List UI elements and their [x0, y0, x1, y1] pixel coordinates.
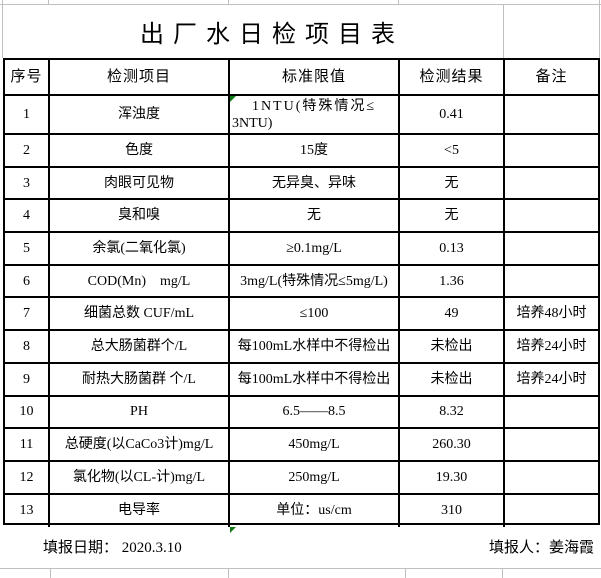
- reporter-name[interactable]: 填报人：姜海霞: [488, 540, 594, 556]
- cell-test-item[interactable]: 浑浊度: [50, 96, 230, 135]
- header-remark[interactable]: 备注: [505, 60, 598, 96]
- gridline-vertical: [48, 0, 49, 4]
- cell-test-item[interactable]: 总大肠菌群个/L: [50, 331, 230, 364]
- cell-test-item[interactable]: 臭和嗅: [50, 200, 230, 234]
- cell-test-result[interactable]: 1.36: [400, 265, 505, 299]
- gridline-vertical: [502, 568, 503, 578]
- cell-standard-limit[interactable]: 15度: [230, 135, 400, 168]
- cell-test-result[interactable]: 8.32: [400, 396, 505, 430]
- sheet-title: 出厂水日检项目表: [140, 21, 404, 48]
- cell-remark[interactable]: [505, 135, 598, 168]
- cell-serial-number[interactable]: 8: [5, 331, 50, 364]
- cell-remark[interactable]: [505, 233, 598, 266]
- cell-remark[interactable]: [505, 495, 598, 528]
- error-indicator-triangle: [230, 527, 236, 533]
- gridline-vertical: [228, 0, 229, 4]
- gridline-vertical: [228, 568, 229, 578]
- cell-test-result[interactable]: 49: [400, 298, 505, 332]
- cell-test-item[interactable]: 肉眼可见物: [50, 167, 230, 201]
- report-date[interactable]: 填报日期： 2020.3.10: [43, 540, 182, 556]
- cell-serial-number[interactable]: 12: [5, 461, 50, 495]
- cell-serial-number[interactable]: 5: [5, 233, 50, 266]
- cell-serial-number[interactable]: 7: [5, 298, 50, 332]
- cell-standard-limit[interactable]: 450mg/L: [230, 429, 400, 462]
- cell-test-result[interactable]: 无: [400, 200, 505, 234]
- cell-standard-limit[interactable]: 1NTU(特殊情况≤ 3NTU): [230, 96, 400, 135]
- cell-standard-limit[interactable]: 250mg/L: [230, 461, 400, 495]
- cell-test-item[interactable]: PH: [50, 396, 230, 430]
- cell-remark[interactable]: [505, 96, 598, 135]
- header-limit[interactable]: 标准限值: [230, 60, 400, 96]
- gridline-horizontal-top: [0, 4, 601, 5]
- cell-test-item[interactable]: COD(Mn) mg/L: [50, 265, 230, 299]
- gridline-vertical: [599, 0, 600, 58]
- footer-row: 填报日期： 2020.3.10 填报人：姜海霞: [3, 525, 600, 568]
- cell-serial-number[interactable]: 4: [5, 200, 50, 234]
- cell-remark[interactable]: 培养48小时: [505, 298, 598, 332]
- cell-standard-limit[interactable]: 每100mL水样中不得检出: [230, 363, 400, 397]
- cell-remark[interactable]: [505, 266, 598, 299]
- cell-serial-number[interactable]: 3: [5, 167, 50, 201]
- cell-test-item[interactable]: 氯化物(以CL-计)mg/L: [50, 461, 230, 495]
- gridline-vertical: [398, 0, 399, 4]
- header-result[interactable]: 检测结果: [400, 60, 505, 96]
- header-no[interactable]: 序号: [5, 60, 50, 96]
- cell-test-result[interactable]: 未检出: [400, 363, 505, 397]
- gridline-vertical: [2, 0, 3, 58]
- cell-test-item[interactable]: 细菌总数 CUF/mL: [50, 298, 230, 332]
- cell-test-result[interactable]: 19.30: [400, 461, 505, 495]
- cell-serial-number[interactable]: 10: [5, 396, 50, 430]
- cell-remark[interactable]: 培养24小时: [505, 331, 598, 364]
- cell-standard-limit[interactable]: ≥0.1mg/L: [230, 233, 400, 266]
- cell-test-item[interactable]: 总硬度(以CaCo3计)mg/L: [50, 429, 230, 462]
- cell-serial-number[interactable]: 11: [5, 429, 50, 462]
- cell-test-result[interactable]: 310: [400, 494, 505, 528]
- cell-standard-limit[interactable]: 无: [230, 200, 400, 234]
- inspection-table: 序号 检测项目 标准限值 检测结果 备注 1 浑浊度 1NTU(特殊情况≤ 3NT…: [3, 58, 600, 528]
- header-item[interactable]: 检测项目: [50, 60, 230, 96]
- cell-standard-limit[interactable]: 6.5——8.5: [230, 396, 400, 430]
- error-indicator-triangle: [230, 96, 236, 102]
- cell-test-item[interactable]: 色度: [50, 135, 230, 168]
- cell-test-item[interactable]: 耐热大肠菌群 个/L: [50, 363, 230, 397]
- cell-standard-limit[interactable]: 每100mL水样中不得检出: [230, 331, 400, 364]
- cell-test-result[interactable]: 260.30: [400, 429, 505, 462]
- cell-serial-number[interactable]: 1: [5, 96, 50, 135]
- cell-serial-number[interactable]: 13: [5, 494, 50, 528]
- gridline-vertical: [50, 568, 51, 578]
- cell-remark[interactable]: [505, 429, 598, 462]
- cell-serial-number[interactable]: 2: [5, 135, 50, 168]
- cell-serial-number[interactable]: 9: [5, 363, 50, 397]
- gridline-vertical: [405, 568, 406, 578]
- cell-remark[interactable]: [505, 200, 598, 234]
- cell-test-item[interactable]: 电导率: [50, 494, 230, 528]
- cell-standard-limit[interactable]: 单位：us/cm: [230, 494, 400, 528]
- cell-remark[interactable]: [505, 168, 598, 201]
- cell-remark[interactable]: [505, 462, 598, 495]
- cell-standard-limit[interactable]: 3mg/L(特殊情况≤5mg/L): [230, 265, 400, 299]
- cell-standard-limit[interactable]: 无异臭、异味: [230, 167, 400, 201]
- gridline-vertical: [503, 4, 504, 58]
- cell-standard-limit[interactable]: ≤100: [230, 298, 400, 332]
- cell-test-result[interactable]: 无: [400, 167, 505, 201]
- cell-test-result[interactable]: 0.41: [400, 96, 505, 135]
- sheet-title-cell[interactable]: 出厂水日检项目表: [3, 4, 503, 58]
- cell-test-result[interactable]: 未检出: [400, 331, 505, 364]
- cell-test-result[interactable]: <5: [400, 135, 505, 168]
- cell-serial-number[interactable]: 6: [5, 265, 50, 299]
- cell-remark[interactable]: [505, 397, 598, 430]
- cell-remark[interactable]: 培养24小时: [505, 364, 598, 397]
- cell-test-result[interactable]: 0.13: [400, 233, 505, 266]
- gridline-horizontal-bottom: [0, 568, 601, 569]
- cell-test-item[interactable]: 余氯(二氧化氯): [50, 233, 230, 266]
